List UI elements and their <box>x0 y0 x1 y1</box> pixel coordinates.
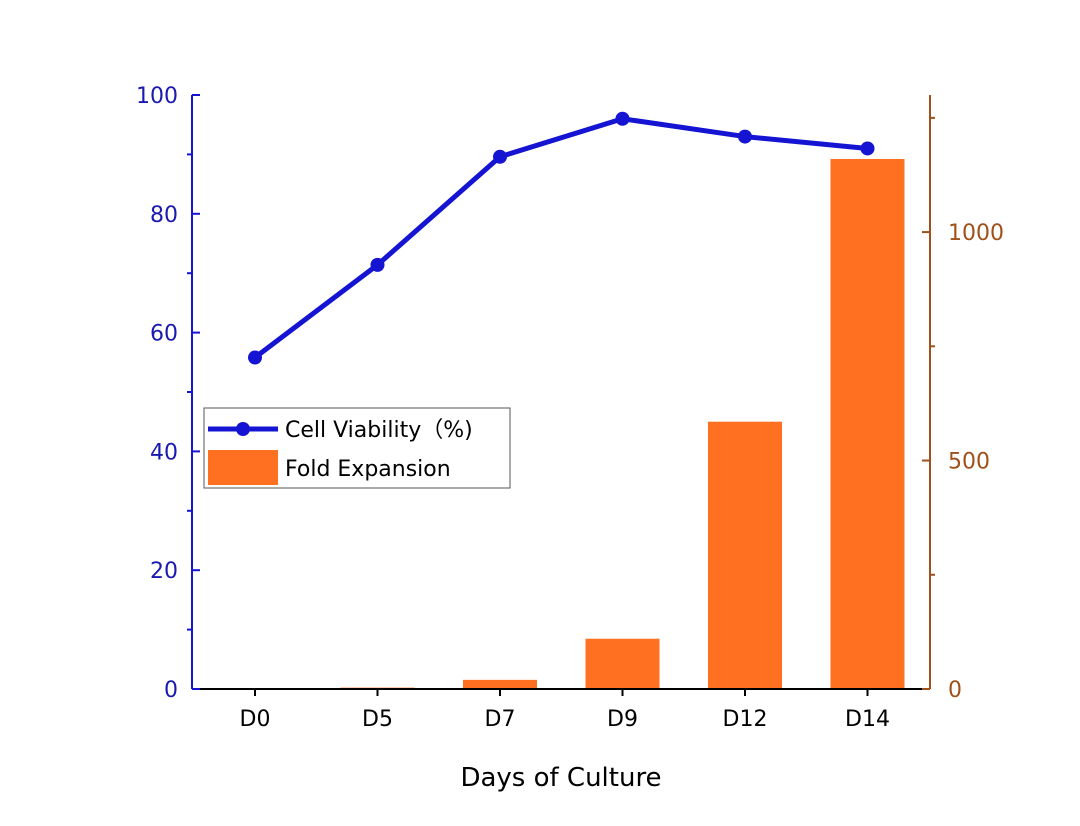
line-cell-viability <box>253 116 868 360</box>
bar-fold-expansion-D12 <box>708 421 782 689</box>
line-layer <box>248 111 875 365</box>
x-tick-label-D9: D9 <box>607 707 638 732</box>
left-tick-label-60: 60 <box>150 322 178 347</box>
bars-layer <box>340 158 905 689</box>
point-cell-viability-D5 <box>370 257 385 272</box>
left-tick-label-40: 40 <box>150 440 178 465</box>
left-tick-label-20: 20 <box>150 559 178 584</box>
left-tick-label-100: 100 <box>136 84 178 109</box>
right-tick-label-1000: 1000 <box>948 221 1004 246</box>
axes-layer <box>191 95 931 690</box>
legend-label-fold-expansion: Fold Expansion <box>285 457 451 482</box>
legend: Cell Viability（%) Fold Expansion <box>203 407 511 489</box>
right-tick-label-0: 0 <box>948 678 962 703</box>
left-tick-label-0: 0 <box>164 678 178 703</box>
x-tick-label-D0: D0 <box>240 707 271 732</box>
point-cell-viability-D14 <box>860 141 875 156</box>
x-axis-label: Days of Culture <box>460 763 661 793</box>
point-cell-viability-D9 <box>615 111 630 126</box>
point-cell-viability-D7 <box>493 149 507 164</box>
legend-line-marker <box>236 422 250 436</box>
point-cell-viability-D12 <box>738 129 752 144</box>
x-tick-label-D12: D12 <box>723 707 768 732</box>
bar-fold-expansion-D14 <box>830 158 905 689</box>
left-tick-label-80: 80 <box>150 203 178 228</box>
right-tick-label-500: 500 <box>948 450 990 475</box>
point-cell-viability-D0 <box>248 350 262 365</box>
x-tick-label-D5: D5 <box>362 707 393 732</box>
legend-bar-swatch <box>208 450 278 485</box>
x-tick-label-D14: D14 <box>845 707 890 732</box>
bar-fold-expansion-D7 <box>463 679 537 689</box>
x-tick-label-D7: D7 <box>485 707 516 732</box>
bar-fold-expansion-D9 <box>585 638 660 689</box>
legend-label-cell-viability: Cell Viability（%) <box>285 418 473 443</box>
